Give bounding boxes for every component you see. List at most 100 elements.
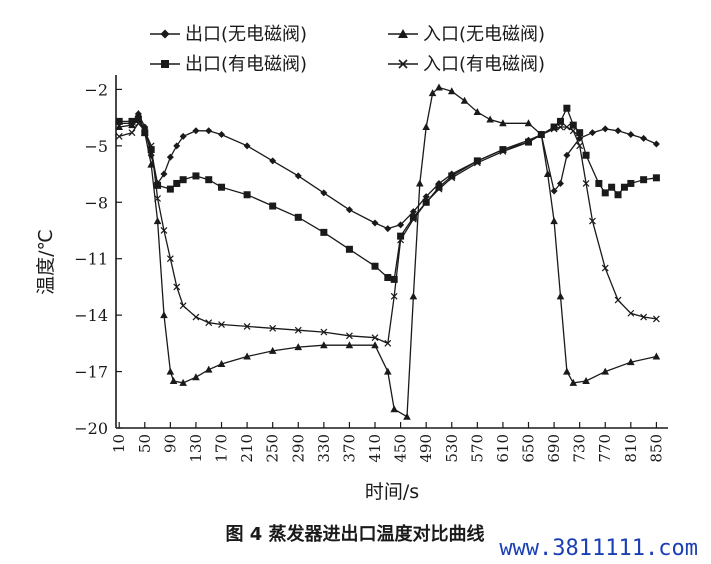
data-point	[371, 262, 379, 270]
data-point	[371, 334, 379, 342]
data-point	[390, 405, 398, 413]
data-point	[627, 309, 635, 317]
data-point	[525, 138, 532, 146]
data-point	[134, 116, 142, 124]
data-point	[294, 172, 302, 180]
legend-label: 出口(有电磁阀)	[185, 54, 307, 75]
data-point	[557, 123, 564, 131]
legend: 出口(无电磁阀) 入口(无电磁阀) 出口(有电磁阀) 入口(有电磁阀)	[150, 24, 545, 75]
data-point	[543, 170, 552, 178]
data-point	[160, 311, 168, 319]
y-tick-label: −5	[84, 137, 108, 156]
data-point	[582, 180, 590, 187]
data-point	[218, 183, 226, 191]
data-point	[447, 87, 456, 95]
x-axis-title: 时间/s	[365, 481, 419, 503]
series-line	[119, 122, 657, 345]
data-point	[473, 157, 481, 165]
data-point	[192, 127, 200, 135]
data-point	[614, 191, 622, 199]
data-point	[243, 352, 251, 360]
data-point	[128, 117, 136, 125]
legend-marker-square	[161, 60, 169, 68]
data-point	[550, 125, 558, 133]
data-point	[294, 343, 303, 351]
data-point	[499, 148, 507, 155]
data-point	[115, 123, 123, 131]
x-tick-label: 810	[622, 434, 640, 463]
data-point	[435, 185, 443, 193]
data-point	[576, 142, 584, 150]
data-point	[141, 127, 149, 135]
y-ticks: −2 −5 −8 −11 −14 −17 −20	[74, 80, 122, 438]
x-tick-label: 290	[289, 434, 307, 463]
data-point	[173, 142, 181, 150]
data-point	[422, 193, 430, 201]
x-tick-label: 330	[315, 434, 333, 463]
data-point	[460, 96, 469, 104]
data-point	[243, 322, 251, 330]
x-tick-label: 90	[161, 434, 179, 453]
data-point	[269, 324, 277, 332]
y-axis-title: 温度/℃	[35, 229, 57, 295]
data-point	[627, 131, 635, 139]
data-point	[588, 129, 596, 137]
data-point	[166, 185, 174, 193]
data-point	[346, 332, 353, 340]
data-point	[569, 127, 577, 135]
data-point	[345, 341, 354, 349]
data-point	[652, 315, 660, 323]
data-point	[371, 219, 379, 227]
x-tick-label: 250	[264, 434, 282, 463]
data-point	[218, 321, 225, 328]
data-point	[294, 326, 302, 334]
legend-entry-inlet-no-valve: 入口(无电磁阀)	[388, 24, 545, 45]
data-point	[179, 176, 187, 184]
data-point	[243, 191, 251, 199]
legend-entry-outlet-valve: 出口(有电磁阀)	[150, 54, 307, 75]
y-tick-label: −2	[84, 80, 108, 99]
data-point	[268, 346, 277, 354]
data-point	[582, 151, 590, 159]
data-point	[179, 302, 187, 310]
data-point	[160, 170, 168, 178]
data-point	[397, 236, 405, 244]
data-point	[390, 292, 398, 300]
legend-label: 入口(有电磁阀)	[423, 54, 545, 75]
data-point	[243, 142, 251, 150]
data-point	[576, 129, 584, 137]
series-x	[115, 119, 660, 347]
data-point	[115, 117, 123, 125]
data-point	[422, 198, 430, 206]
x-ticks: 10 50 90 130 170 210 250 290 330 370 410 450 490 530 5…	[110, 422, 665, 463]
legend-marker-x	[398, 59, 408, 69]
data-point	[192, 172, 200, 180]
series-diamond	[115, 110, 660, 233]
data-point	[415, 179, 424, 187]
x-tick-label: 530	[443, 434, 461, 463]
x-tick-label: 450	[392, 434, 410, 463]
legend-label: 出口(无电磁阀)	[185, 24, 307, 45]
data-point	[205, 176, 213, 184]
data-point	[384, 274, 392, 282]
data-point	[169, 376, 178, 384]
data-point	[147, 142, 155, 150]
data-point	[217, 360, 226, 368]
data-point	[435, 83, 443, 91]
data-point	[601, 189, 609, 197]
data-point	[601, 125, 609, 133]
data-point	[371, 341, 379, 349]
data-point	[345, 245, 353, 253]
data-point	[160, 227, 168, 234]
data-point	[320, 228, 328, 236]
data-point	[550, 123, 558, 131]
data-point	[134, 109, 143, 117]
data-point	[499, 119, 507, 127]
data-point	[550, 187, 558, 195]
data-point	[154, 181, 162, 189]
legend-marker-diamond	[160, 29, 170, 39]
data-point	[422, 123, 430, 131]
data-point	[652, 174, 660, 182]
data-point	[556, 292, 565, 300]
data-point	[428, 89, 437, 97]
